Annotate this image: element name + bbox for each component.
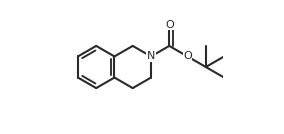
Text: N: N (147, 51, 155, 62)
Text: O: O (165, 20, 174, 30)
Text: O: O (183, 51, 192, 62)
